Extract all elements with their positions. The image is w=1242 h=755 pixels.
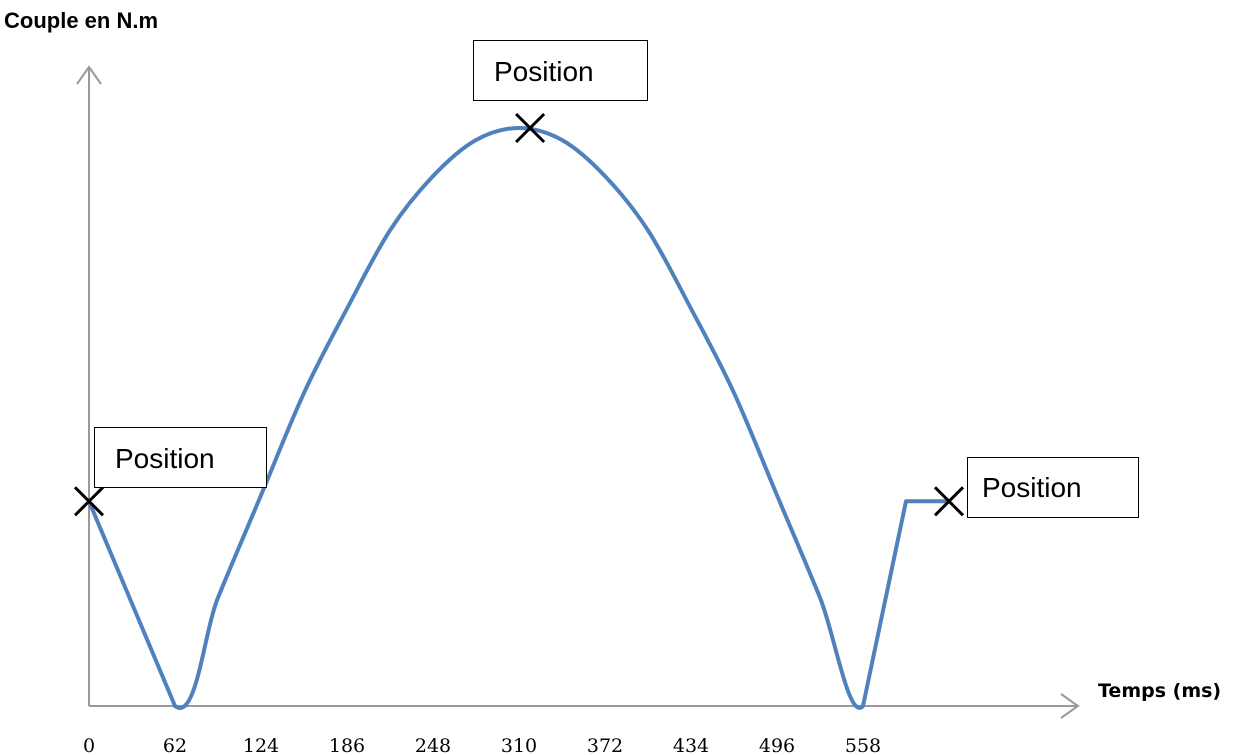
series-line	[87, 126, 949, 710]
y-axis-label: Couple en N.m	[4, 8, 159, 33]
x-tick-label: 62	[163, 735, 187, 755]
x-axis-arrow	[1060, 693, 1080, 719]
x-tick-label: 434	[673, 735, 709, 755]
x-tick-label: 186	[329, 735, 365, 755]
annotation-position-end: Position	[967, 457, 1139, 518]
x-tick-label: 310	[501, 735, 537, 755]
x-tick-label: 496	[759, 735, 795, 755]
cross-marker	[933, 486, 965, 517]
markers	[73, 112, 965, 517]
x-tick-label: 558	[845, 735, 881, 755]
y-axis-arrow	[76, 65, 102, 85]
x-tick-labels: 0 62 124 186 248 310 372 434 496 558	[83, 735, 881, 755]
annotation-position-start: Position	[94, 427, 267, 488]
cross-marker	[515, 112, 546, 144]
x-tick-label: 248	[415, 735, 451, 755]
x-tick-label: 124	[243, 735, 279, 755]
axes	[76, 65, 1080, 719]
cross-marker	[73, 486, 105, 517]
x-tick-label: 0	[83, 735, 95, 755]
annotation-position-peak: Position	[473, 40, 648, 101]
x-tick-label: 372	[587, 735, 623, 755]
x-axis-label: Temps (ms)	[1098, 680, 1222, 702]
